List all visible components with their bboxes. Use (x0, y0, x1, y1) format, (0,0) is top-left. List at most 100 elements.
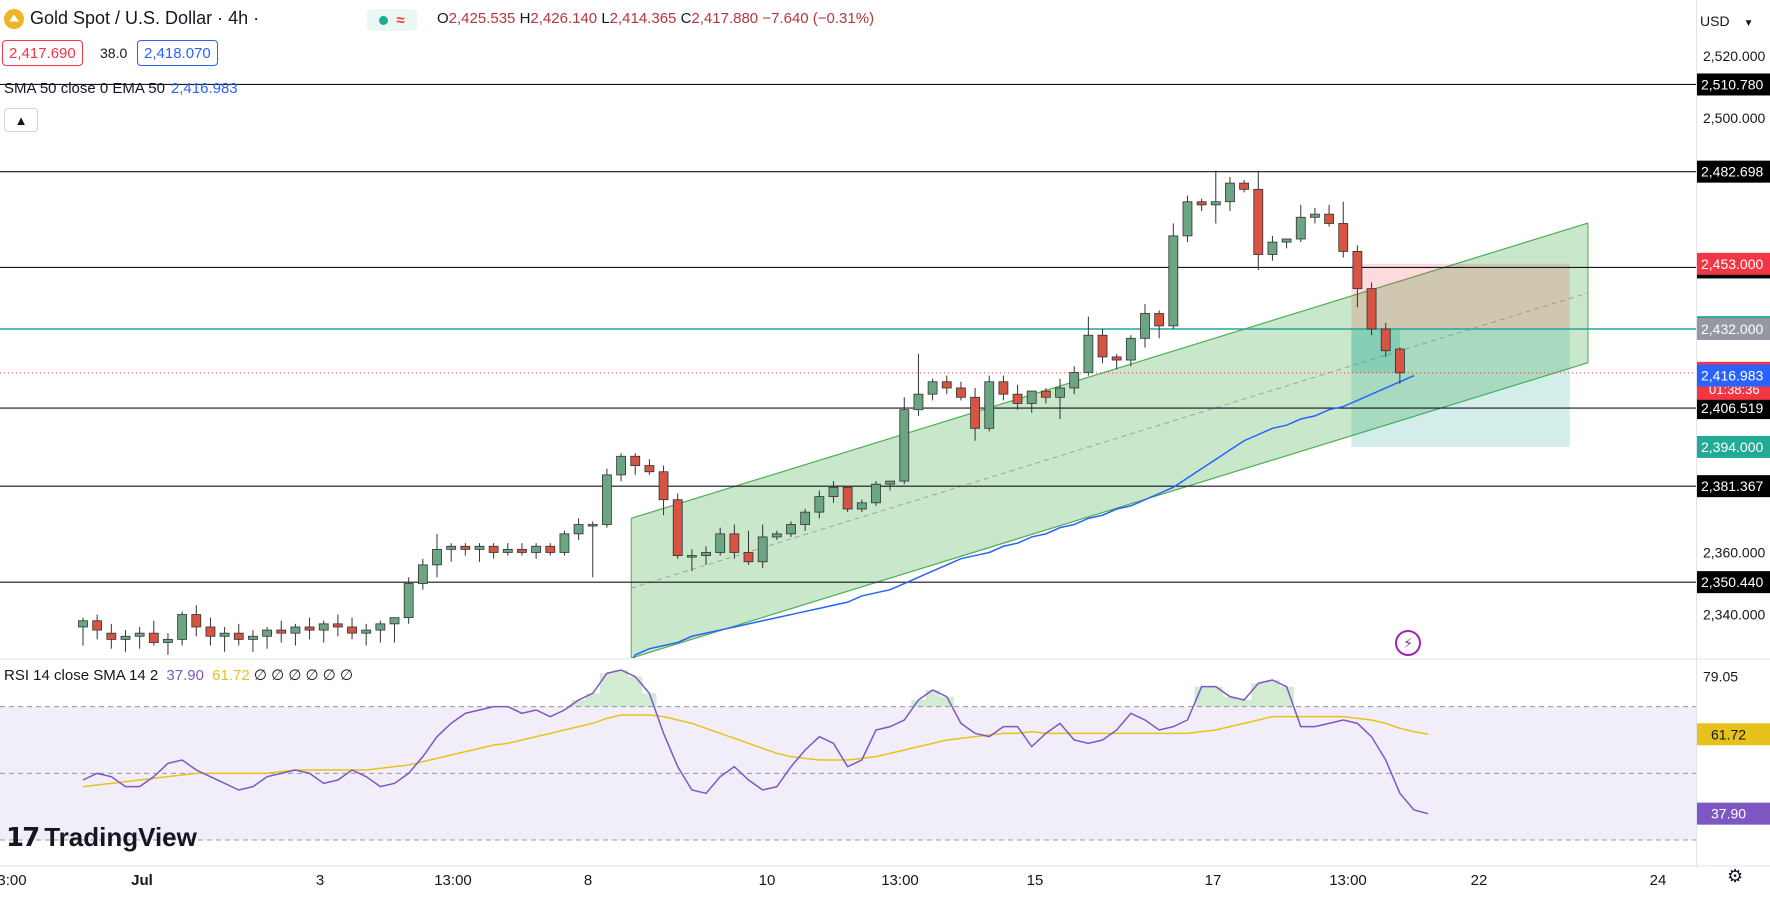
candle-body-78 (1182, 201, 1193, 237)
candle-body-56 (871, 483, 881, 504)
candle-body-71 (1083, 334, 1094, 373)
candle-25 (432, 533, 442, 578)
collapse-legend-button[interactable]: ▲ (4, 108, 38, 132)
tradingview-logo[interactable]: 𝟭𝟳 TradingView (6, 822, 197, 853)
candle-body-49 (771, 533, 782, 538)
candle-body-32 (531, 545, 542, 553)
candle-body-3 (120, 635, 131, 640)
candle-92 (1380, 322, 1391, 357)
candle-body-60 (927, 381, 938, 395)
candle-body-37 (602, 474, 612, 525)
rsi-tick-label-0: 79.05 (1703, 669, 1738, 685)
candle-body-29 (488, 545, 499, 553)
candle-13 (262, 626, 272, 649)
ohlc-close: 2,417.880 (691, 10, 759, 27)
candle-body-16 (304, 626, 315, 631)
candle-body-90 (1352, 251, 1363, 290)
candle-body-1 (92, 620, 103, 631)
candle-42 (672, 493, 683, 559)
candle-body-0 (78, 620, 88, 628)
candle-4 (134, 626, 145, 649)
x-tick-label-4: 8 (584, 872, 592, 889)
candle-body-46 (729, 533, 740, 553)
candle-body-42 (672, 499, 683, 556)
candle-body-51 (800, 511, 811, 525)
candle-body-6 (163, 638, 173, 643)
gear-icon[interactable]: ⚙ (1727, 866, 1744, 886)
candle-body-10 (219, 632, 230, 637)
candle-11 (233, 623, 244, 646)
candle-body-52 (814, 496, 825, 513)
candle-89 (1338, 201, 1349, 258)
level-badge-4-text: 2,406.519 (1701, 400, 1763, 416)
candle-body-77 (1168, 235, 1179, 327)
candle-0 (78, 617, 88, 646)
level-badge-5-bg (1697, 475, 1770, 498)
candle-14 (276, 620, 287, 643)
candle-93 (1394, 347, 1405, 384)
ohlc-low: 2,414.365 (609, 10, 677, 27)
candle-57 (885, 480, 896, 491)
candle-body-76 (1154, 313, 1165, 327)
channel-lower-line (631, 362, 1589, 658)
channel-mid-line (631, 292, 1589, 589)
candle-body-15 (290, 626, 301, 634)
candle-87 (1310, 207, 1320, 224)
candle-21 (375, 620, 386, 643)
rsi-sma-badge-text: 61.72 (1711, 726, 1746, 742)
market-status[interactable]: ≈ (367, 9, 417, 31)
rsi-placeholders: ∅ ∅ ∅ ∅ ∅ ∅ (253, 667, 354, 684)
candle-body-21 (375, 623, 386, 631)
candle-9 (205, 617, 216, 646)
lightning-icon[interactable]: ⚡ (1395, 630, 1421, 656)
brand-name: TradingView (44, 822, 197, 852)
candle-body-62 (956, 387, 966, 398)
y-tick-label-3: 2,340.000 (1703, 607, 1765, 623)
candle-81 (1225, 176, 1235, 212)
candle-body-86 (1295, 216, 1306, 240)
candle-body-82 (1239, 182, 1250, 190)
buy-price-button[interactable]: 2,418.070 (137, 40, 218, 66)
candle-body-27 (460, 545, 471, 550)
candle-body-28 (474, 545, 485, 550)
candle-34 (559, 530, 570, 556)
spread-value: 38.0 (100, 45, 128, 61)
candle-body-89 (1338, 223, 1349, 252)
ohlc-legend: O2,425.535 H2,426.140 L2,414.365 C2,417.… (437, 10, 874, 27)
indicator-legend[interactable]: SMA 50 close 0 EMA 50 2,416.983 (4, 80, 238, 97)
candle-body-50 (786, 524, 796, 535)
candle-body-30 (502, 548, 513, 553)
wave-icon: ≈ (396, 11, 405, 29)
candle-84 (1267, 235, 1278, 261)
candle-10 (219, 626, 230, 652)
symbol-title-row[interactable]: Gold Spot / U.S. Dollar · 4h · (4, 8, 259, 29)
rsi-label: RSI 14 close SMA 14 2 (4, 667, 159, 684)
candle-49 (771, 530, 782, 541)
candle-body-26 (446, 545, 457, 550)
candle-28 (474, 543, 485, 562)
candle-body-55 (856, 502, 867, 510)
candle-body-39 (630, 455, 641, 466)
candle-body-47 (743, 552, 754, 563)
x-tick-label-9: 13:00 (1329, 872, 1367, 889)
candle-7 (177, 611, 188, 646)
candle-body-12 (248, 635, 258, 640)
candle-77 (1168, 223, 1179, 329)
sell-price-button[interactable]: 2,417.690 (2, 40, 83, 66)
candle-1 (92, 614, 103, 640)
candle-body-35 (573, 524, 584, 535)
candle-16 (304, 617, 315, 640)
channel-fill (631, 223, 1588, 658)
rsi-legend[interactable]: RSI 14 close SMA 14 2 37.90 61.72 ∅ ∅ ∅ … (4, 666, 353, 684)
candle-30 (502, 543, 513, 556)
x-tick-label-5: 10 (759, 872, 776, 889)
candle-body-4 (134, 632, 145, 637)
candle-body-63 (970, 396, 980, 429)
candle-46 (729, 524, 740, 559)
candle-54 (842, 486, 853, 513)
x-tick-label-6: 13:00 (881, 872, 919, 889)
currency-selector[interactable]: USD ▼ (1700, 8, 1770, 34)
candle-64 (984, 375, 995, 432)
